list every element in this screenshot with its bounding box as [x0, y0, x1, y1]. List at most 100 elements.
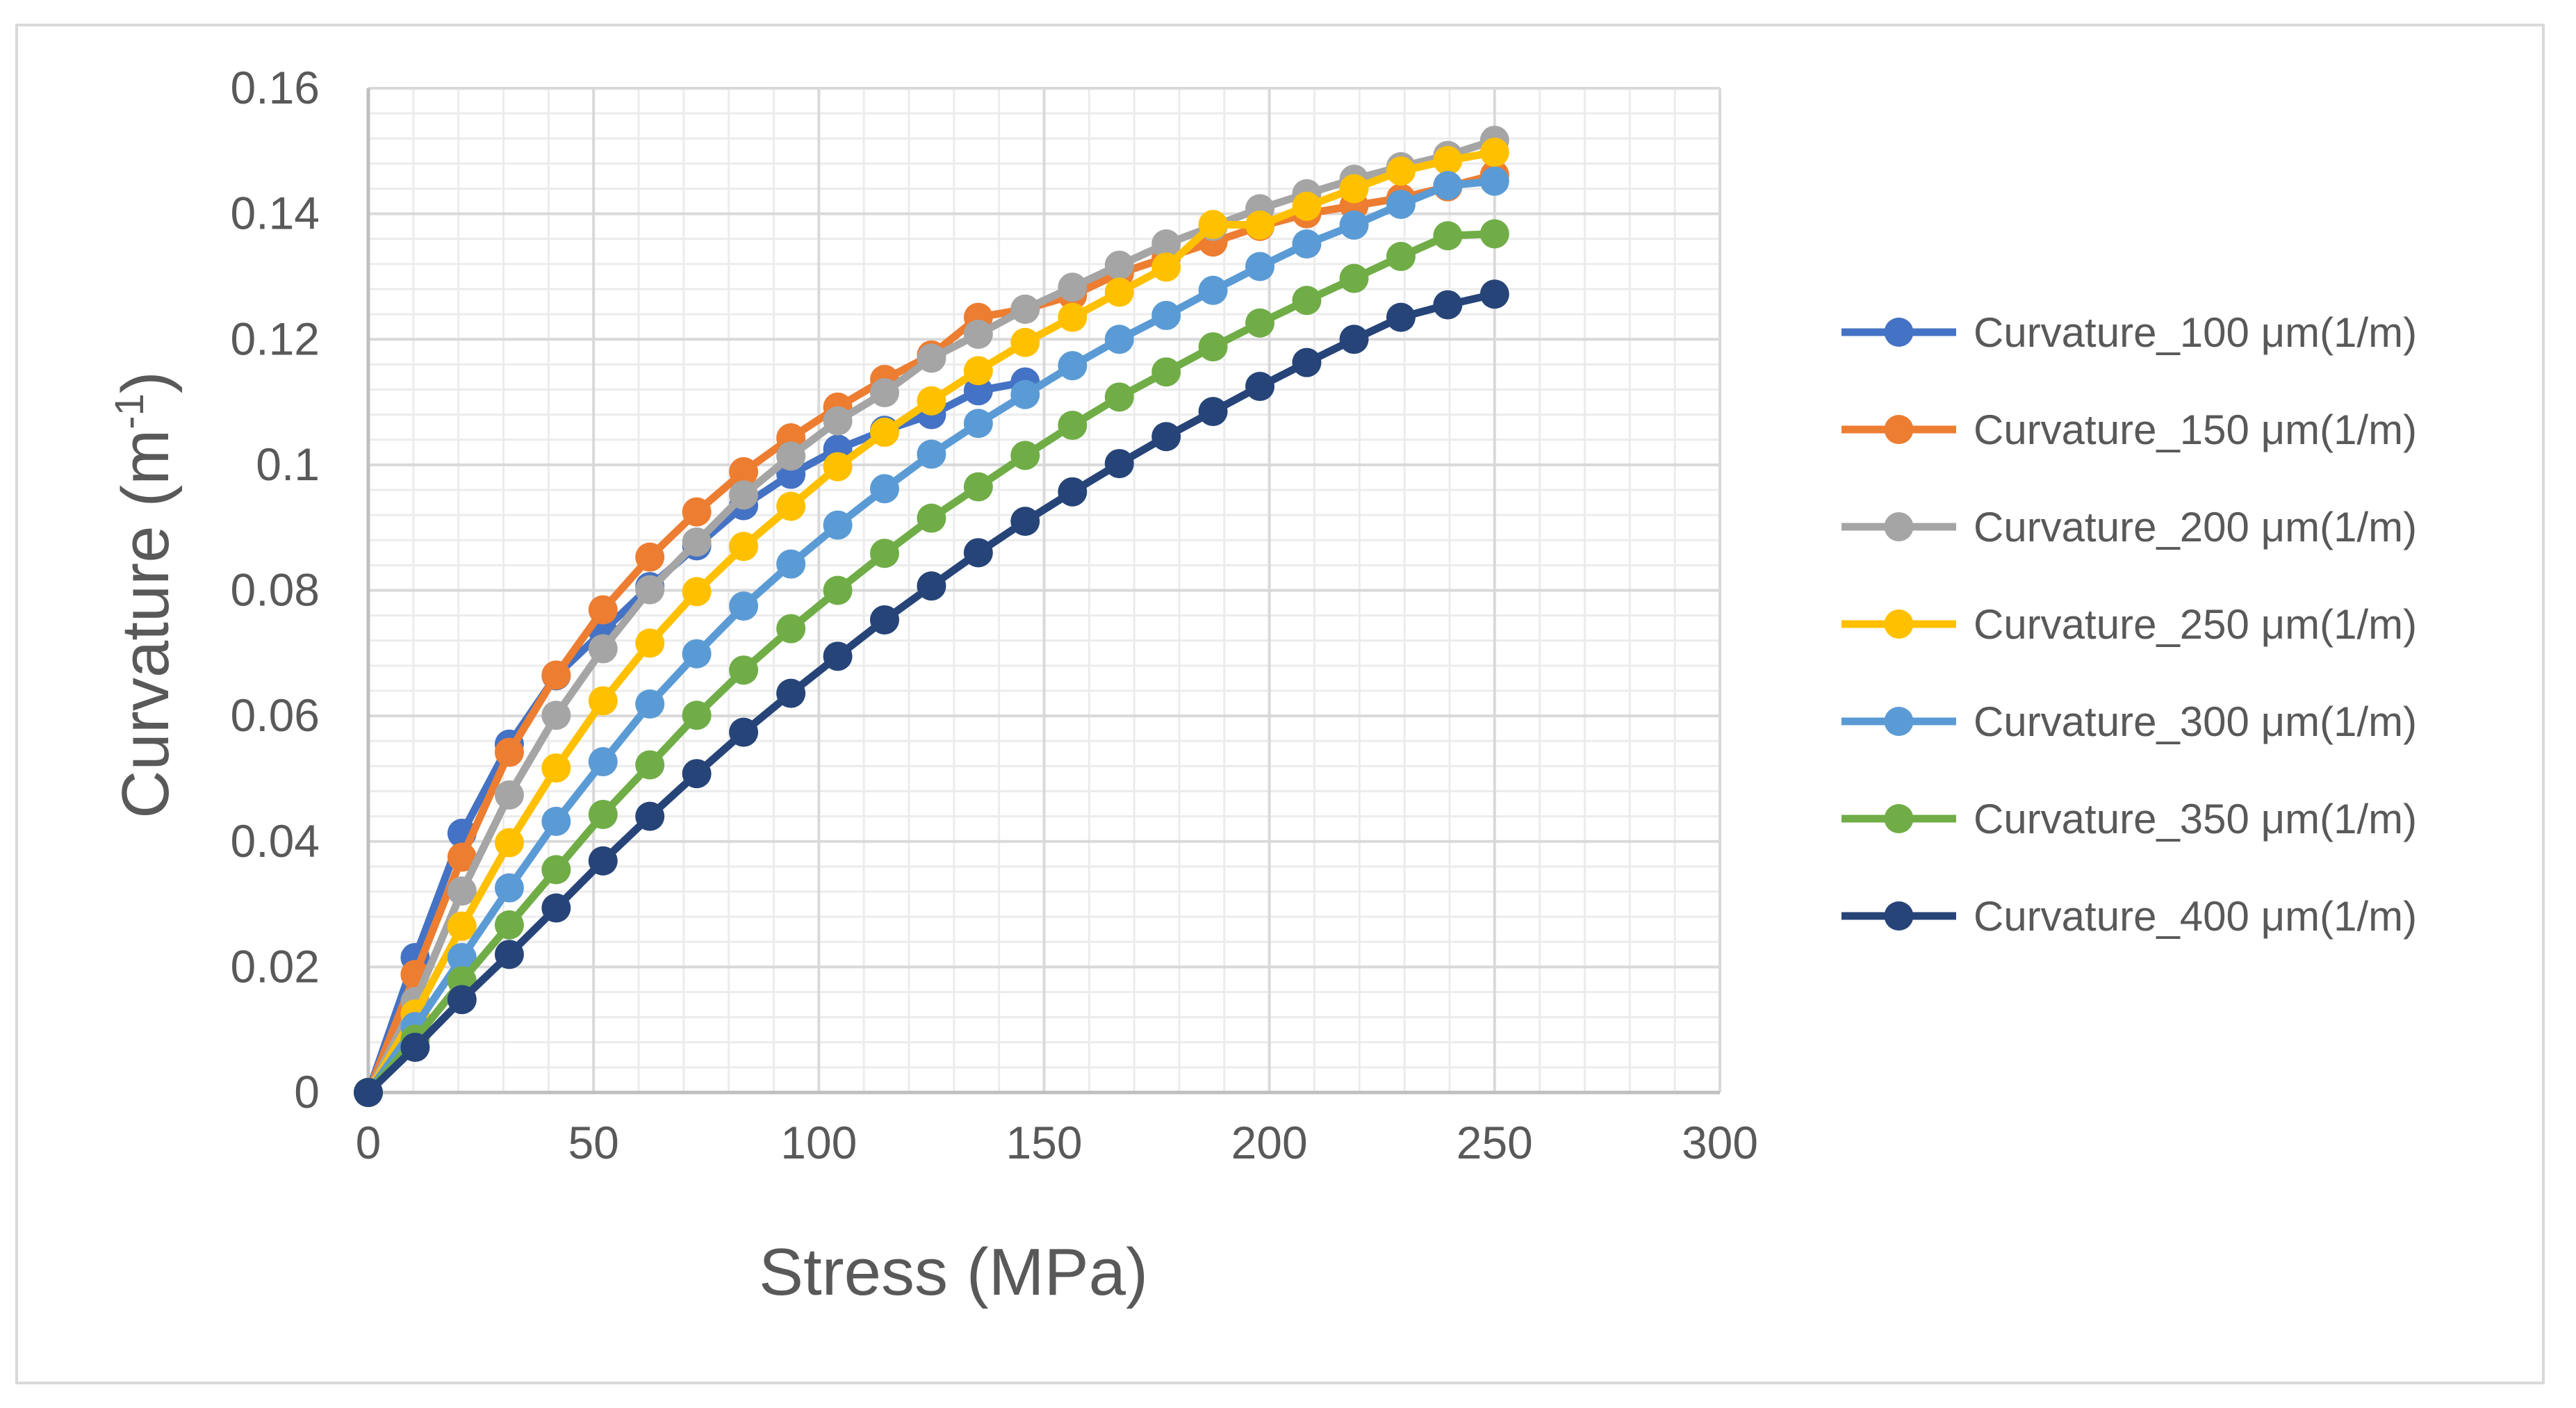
y-axis-title-close: )	[108, 371, 183, 393]
chart-frame	[15, 24, 2545, 1384]
data-point	[635, 801, 665, 831]
x-tick-label: 200	[1231, 1117, 1308, 1168]
y-tick-label: 0.16	[231, 62, 320, 113]
legend-item-3: Curvature_200 μm(1/m)	[1841, 504, 2417, 550]
legend-item-2: Curvature_150 μm(1/m)	[1841, 407, 2417, 453]
data-point	[729, 591, 759, 621]
data-point	[1198, 332, 1228, 362]
legend-label: Curvature_200 μm(1/m)	[1974, 504, 2417, 550]
data-point	[588, 799, 618, 829]
data-point	[963, 356, 993, 386]
data-point	[400, 1032, 430, 1062]
data-point	[1058, 351, 1088, 381]
data-point	[541, 893, 571, 923]
axes	[366, 88, 1720, 1095]
data-point	[1479, 166, 1509, 196]
data-point	[1479, 138, 1509, 167]
data-point	[494, 737, 524, 767]
data-point	[541, 806, 571, 836]
data-point	[729, 480, 759, 510]
data-point	[729, 532, 759, 562]
legend-item-1: Curvature_100 μm(1/m)	[1841, 309, 2417, 356]
data-point	[447, 876, 477, 906]
legend-label: Curvature_250 μm(1/m)	[1974, 601, 2417, 648]
series-7	[354, 279, 1509, 1107]
data-point	[1104, 277, 1134, 307]
data-point	[1292, 286, 1322, 316]
legend-label: Curvature_300 μm(1/m)	[1974, 698, 2417, 745]
y-tick-label: 0.04	[231, 815, 320, 867]
data-point	[494, 940, 524, 969]
data-point	[447, 942, 477, 972]
y-axis-title: Curvature (m-1)	[107, 371, 183, 819]
data-point	[823, 406, 853, 436]
data-point	[776, 549, 806, 579]
data-point	[1433, 170, 1463, 200]
data-point	[494, 873, 524, 903]
legend-swatch-marker	[1884, 318, 1914, 347]
data-point	[1245, 371, 1275, 401]
data-point	[963, 376, 993, 406]
data-point	[1386, 242, 1416, 272]
data-point	[1104, 449, 1134, 479]
data-point	[682, 577, 712, 607]
data-point	[1058, 302, 1088, 332]
data-point	[823, 575, 853, 605]
data-point	[447, 985, 477, 1015]
data-point	[1151, 422, 1181, 452]
data-point	[776, 614, 806, 644]
data-point	[447, 842, 477, 872]
series-2	[354, 160, 1509, 1107]
data-point	[1151, 229, 1181, 259]
data-point	[1151, 357, 1181, 387]
data-point	[1292, 191, 1322, 221]
y-tick-label: 0.08	[231, 564, 320, 616]
data-point	[541, 660, 571, 690]
legend-swatch-marker	[1884, 804, 1914, 833]
data-point	[588, 686, 618, 716]
data-point	[776, 678, 806, 708]
legend-item-7: Curvature_400 μm(1/m)	[1841, 893, 2417, 940]
data-point	[682, 639, 712, 669]
data-point	[1433, 145, 1463, 175]
data-point	[917, 571, 946, 601]
data-point	[917, 439, 946, 469]
data-point	[1245, 210, 1275, 240]
data-point	[494, 780, 524, 810]
data-point	[588, 846, 618, 876]
data-point	[588, 595, 618, 625]
legend-swatch-marker	[1884, 707, 1914, 736]
y-axis-title-base: Curvature (m	[108, 429, 183, 819]
data-point	[1479, 279, 1509, 309]
data-point	[1292, 347, 1322, 377]
x-tick-label: 300	[1682, 1117, 1758, 1168]
x-tick-label: 0	[356, 1117, 382, 1168]
data-point	[1058, 410, 1088, 440]
data-point	[1386, 156, 1416, 186]
y-tick-label: 0.14	[231, 188, 320, 239]
data-point	[1433, 221, 1463, 251]
series-line	[365, 177, 1495, 1095]
data-point	[869, 378, 899, 408]
data-point	[447, 911, 477, 941]
data-point	[588, 634, 618, 664]
data-point	[1245, 308, 1275, 338]
data-point	[682, 527, 712, 557]
data-point	[963, 472, 993, 502]
y-tick-label: 0	[294, 1066, 320, 1118]
data-point	[354, 1078, 383, 1107]
data-point	[729, 457, 759, 486]
data-point	[1151, 300, 1181, 330]
data-point	[1104, 325, 1134, 354]
legend-label: Curvature_350 μm(1/m)	[1974, 796, 2417, 842]
data-point	[1433, 290, 1463, 320]
y-tick-label: 0.06	[231, 689, 320, 741]
legend-label: Curvature_150 μm(1/m)	[1974, 407, 2417, 453]
x-tick-label: 150	[1006, 1117, 1082, 1168]
data-point	[1058, 477, 1088, 507]
series-4	[354, 138, 1509, 1107]
y-tick-label: 0.1	[256, 439, 320, 490]
series-6	[354, 219, 1509, 1107]
data-point	[635, 575, 665, 605]
data-point	[1010, 507, 1040, 537]
